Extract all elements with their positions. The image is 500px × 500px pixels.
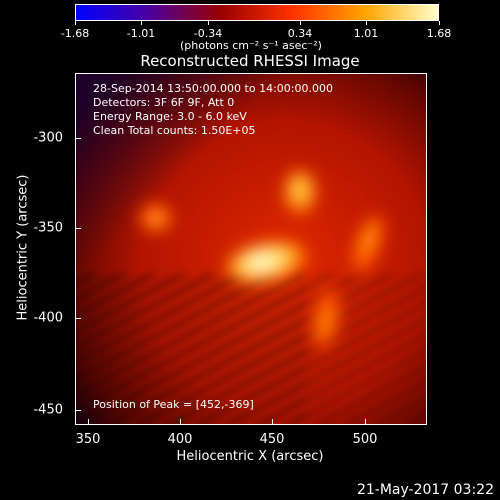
x-tick-mark	[180, 419, 181, 425]
emission-source-left-knot	[149, 212, 163, 224]
peak-position-label: Position of Peak = [452,-369]	[93, 398, 254, 411]
colorbar	[75, 4, 439, 21]
y-tick-label: -450	[33, 402, 63, 418]
x-tick-label: 450	[259, 432, 285, 447]
emission-source-bright-core	[248, 255, 276, 269]
x-tick-mark	[88, 419, 89, 425]
y-axis-label: Heliocentric Y (arcsec)	[15, 174, 31, 321]
annotation-line: Clean Total counts: 1.50E+05	[93, 124, 256, 137]
colorbar-tick-mark	[300, 21, 301, 25]
annotation-line: Energy Range: 3.0 - 6.0 keV	[93, 110, 247, 123]
colorbar-tick-label: -1.01	[126, 27, 156, 40]
annotation-line: 28-Sep-2014 13:50:00.000 to 14:00:00.000	[93, 82, 333, 95]
emission-source-right-arc	[360, 224, 376, 256]
x-tick-mark	[272, 419, 273, 425]
colorbar-tick-mark	[439, 21, 440, 25]
x-tick-mark	[365, 419, 366, 425]
annotation-line: Detectors: 3F 6F 9F, Att 0	[93, 96, 235, 109]
colorbar-tick-label: 1.68	[426, 27, 452, 40]
colorbar-units: (photons cm⁻² s⁻¹ asec⁻²)	[180, 39, 322, 52]
y-tick-mark	[75, 410, 81, 411]
emission-source-lower-arc	[320, 308, 332, 336]
colorbar-tick-label: -1.68	[60, 27, 90, 40]
colorbar-tick-label: 0.34	[287, 27, 313, 40]
image-title: Reconstructed RHESSI Image	[140, 52, 360, 70]
y-tick-mark	[75, 318, 81, 319]
y-tick-mark	[75, 228, 81, 229]
y-tick-label: -350	[33, 220, 63, 236]
timestamp: 21-May-2017 03:22	[356, 482, 494, 498]
x-tick-label: 400	[167, 432, 193, 447]
colorbar-tick-label: -0.34	[193, 27, 223, 40]
rhessi-image	[75, 73, 427, 425]
x-axis-label: Heliocentric X (arcsec)	[176, 449, 324, 464]
colorbar-tick-label: 1.01	[353, 27, 379, 40]
x-tick-label: 500	[352, 432, 378, 447]
y-tick-label: -300	[33, 130, 63, 146]
y-tick-mark	[75, 138, 81, 139]
colorbar-tick-mark	[75, 21, 76, 25]
emission-source-upper-knot	[292, 179, 308, 201]
colorbar-tick-mark	[141, 21, 142, 25]
colorbar-tick-mark	[366, 21, 367, 25]
y-tick-label: -400	[33, 310, 63, 326]
colorbar-tick-mark	[208, 21, 209, 25]
x-tick-label: 350	[75, 432, 101, 447]
